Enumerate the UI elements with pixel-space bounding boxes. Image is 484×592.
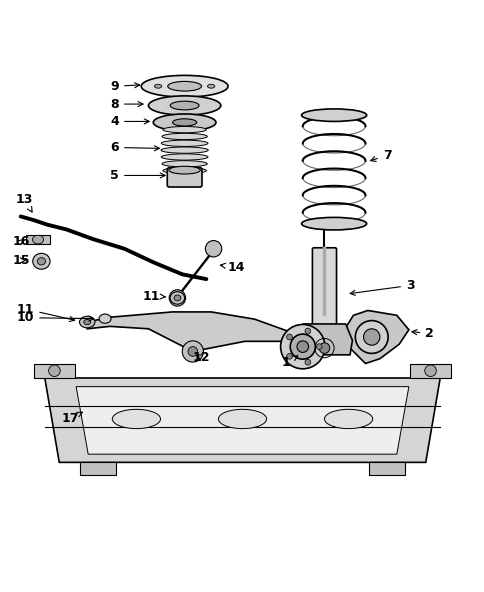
Text: 13: 13 bbox=[16, 193, 33, 212]
Circle shape bbox=[280, 324, 324, 369]
Ellipse shape bbox=[161, 147, 208, 153]
Ellipse shape bbox=[112, 409, 160, 429]
Polygon shape bbox=[341, 310, 408, 363]
Text: 7: 7 bbox=[370, 149, 391, 162]
Text: 6: 6 bbox=[110, 141, 159, 154]
Ellipse shape bbox=[79, 316, 95, 328]
Circle shape bbox=[304, 328, 310, 334]
Ellipse shape bbox=[161, 154, 208, 160]
Circle shape bbox=[363, 329, 379, 345]
Text: 1: 1 bbox=[281, 356, 297, 369]
Ellipse shape bbox=[99, 314, 111, 323]
FancyBboxPatch shape bbox=[167, 168, 201, 187]
Circle shape bbox=[286, 334, 292, 340]
Circle shape bbox=[318, 343, 329, 353]
Ellipse shape bbox=[162, 160, 207, 167]
Ellipse shape bbox=[170, 292, 184, 304]
Text: 17: 17 bbox=[61, 412, 82, 425]
Circle shape bbox=[169, 289, 185, 306]
Ellipse shape bbox=[32, 253, 50, 269]
Ellipse shape bbox=[37, 258, 45, 265]
Circle shape bbox=[286, 353, 292, 359]
Circle shape bbox=[205, 240, 221, 257]
Ellipse shape bbox=[141, 75, 227, 97]
FancyBboxPatch shape bbox=[312, 248, 336, 326]
Text: 14: 14 bbox=[220, 260, 245, 274]
Polygon shape bbox=[27, 235, 49, 244]
Circle shape bbox=[182, 341, 203, 362]
Ellipse shape bbox=[324, 409, 372, 429]
Text: 10: 10 bbox=[17, 311, 93, 324]
Polygon shape bbox=[34, 363, 75, 378]
Ellipse shape bbox=[163, 127, 206, 133]
Circle shape bbox=[289, 334, 315, 359]
Circle shape bbox=[188, 347, 197, 356]
Text: 11: 11 bbox=[142, 289, 165, 303]
Ellipse shape bbox=[32, 235, 44, 244]
Text: 12: 12 bbox=[192, 350, 210, 363]
Ellipse shape bbox=[167, 82, 201, 91]
Text: 5: 5 bbox=[110, 169, 165, 182]
Ellipse shape bbox=[163, 168, 206, 174]
Text: 3: 3 bbox=[349, 279, 414, 295]
Ellipse shape bbox=[168, 166, 200, 174]
Text: 8: 8 bbox=[110, 98, 143, 111]
Ellipse shape bbox=[174, 295, 181, 301]
Polygon shape bbox=[409, 363, 450, 378]
Text: 11: 11 bbox=[17, 303, 75, 321]
Polygon shape bbox=[79, 462, 116, 475]
Ellipse shape bbox=[218, 409, 266, 429]
Ellipse shape bbox=[301, 217, 366, 230]
Circle shape bbox=[48, 365, 60, 377]
Ellipse shape bbox=[154, 84, 161, 88]
Ellipse shape bbox=[162, 133, 207, 140]
Circle shape bbox=[355, 321, 387, 353]
Circle shape bbox=[424, 365, 436, 377]
Polygon shape bbox=[368, 462, 405, 475]
Ellipse shape bbox=[172, 119, 197, 126]
Ellipse shape bbox=[153, 114, 215, 131]
Ellipse shape bbox=[170, 101, 199, 110]
Text: 4: 4 bbox=[110, 115, 149, 128]
Circle shape bbox=[296, 341, 308, 352]
Ellipse shape bbox=[207, 84, 214, 88]
Text: 9: 9 bbox=[110, 80, 139, 93]
Polygon shape bbox=[87, 312, 307, 352]
Ellipse shape bbox=[161, 140, 208, 146]
Text: 16: 16 bbox=[13, 234, 30, 247]
Text: 15: 15 bbox=[13, 254, 30, 267]
Ellipse shape bbox=[301, 109, 366, 121]
Polygon shape bbox=[296, 324, 352, 355]
Polygon shape bbox=[45, 378, 439, 462]
Circle shape bbox=[304, 359, 310, 365]
Text: 2: 2 bbox=[411, 327, 433, 340]
Circle shape bbox=[316, 344, 321, 349]
Ellipse shape bbox=[148, 96, 220, 115]
Polygon shape bbox=[76, 387, 408, 454]
Ellipse shape bbox=[84, 320, 91, 324]
